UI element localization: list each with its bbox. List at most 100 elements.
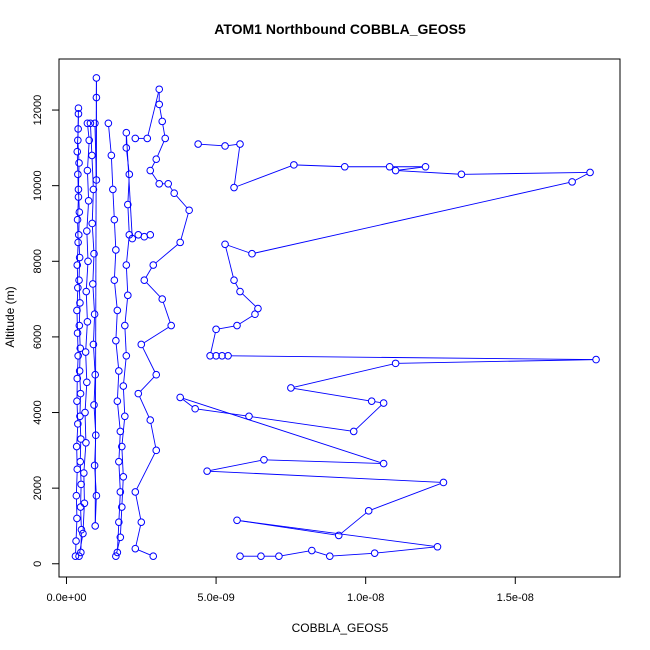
series-segment	[201, 143, 222, 147]
series-2	[104, 119, 155, 561]
data-point	[109, 185, 117, 194]
series-segment	[120, 510, 123, 535]
data-point	[115, 457, 123, 466]
data-point	[80, 499, 89, 508]
y-axis: 0 2000 4000 6000 8000 10000 12000	[32, 95, 60, 567]
series-segment	[85, 355, 88, 379]
data-point	[73, 374, 82, 383]
data-point	[125, 170, 134, 179]
data-point	[185, 206, 193, 215]
series-segment	[574, 173, 588, 181]
series-segment	[155, 244, 178, 264]
data-point	[433, 542, 442, 551]
series-segment	[92, 257, 95, 281]
series-segment	[242, 293, 256, 307]
data-point	[391, 359, 400, 368]
series-segment	[219, 325, 234, 330]
data-point	[143, 134, 152, 143]
data-point	[74, 104, 83, 112]
data-point	[364, 507, 373, 515]
data-point	[84, 257, 92, 266]
data-point	[77, 525, 86, 534]
data-point	[140, 276, 149, 284]
data-point	[592, 355, 600, 364]
data-point	[91, 119, 99, 128]
series-segment	[180, 213, 189, 240]
series-segment	[267, 459, 381, 464]
data-point	[73, 215, 82, 224]
data-point	[164, 179, 173, 188]
data-point	[176, 393, 184, 402]
data-point	[76, 299, 84, 307]
series-segment	[115, 313, 118, 338]
series-segment	[114, 253, 117, 277]
data-point	[230, 183, 238, 192]
series-segment	[138, 549, 151, 556]
data-point	[113, 306, 122, 315]
data-point	[90, 310, 99, 319]
y-axis-label: Altitude (m)	[3, 286, 17, 347]
x-tick-label: 1.0e-08	[347, 592, 384, 604]
data-point	[155, 85, 164, 94]
data-point	[224, 352, 232, 360]
series-segment	[398, 359, 593, 364]
series-segment	[78, 283, 81, 300]
series-segment	[86, 204, 89, 228]
series-1	[71, 74, 101, 561]
data-point	[77, 548, 85, 557]
series-segment	[93, 347, 96, 372]
data-point	[116, 533, 125, 542]
data-point	[385, 162, 394, 171]
data-point	[379, 399, 388, 407]
data-point	[73, 397, 81, 405]
series-segment	[398, 170, 459, 175]
series-segment	[240, 520, 435, 547]
data-point	[334, 531, 343, 540]
data-point	[74, 185, 83, 194]
series-segment	[464, 172, 587, 175]
data-point	[82, 287, 91, 296]
data-point	[170, 189, 178, 198]
data-point	[131, 134, 140, 143]
data-point	[457, 170, 466, 179]
x-axis-label: COBBLA_GEOS5	[292, 621, 389, 635]
series-segment	[75, 521, 78, 538]
series-segment	[93, 317, 95, 342]
data-point	[73, 147, 82, 156]
data-point	[92, 176, 101, 184]
data-point	[82, 438, 90, 447]
data-point	[251, 310, 259, 319]
data-point	[112, 246, 120, 254]
data-point	[367, 397, 376, 405]
data-point	[203, 467, 211, 475]
data-point	[379, 459, 388, 468]
data-point	[236, 287, 244, 296]
y-tick-label: 12000	[32, 95, 44, 126]
data-point	[116, 488, 125, 496]
series-segment	[91, 192, 94, 221]
series-segment	[157, 141, 165, 157]
x-axis: 0.0e+00 5.0e-09 1.0e-08 1.5e-08	[46, 576, 534, 604]
data-point	[91, 522, 100, 530]
data-point	[118, 503, 126, 511]
data-point	[86, 119, 95, 128]
data-point	[137, 340, 146, 349]
series-segment	[333, 552, 372, 557]
data-point	[75, 159, 83, 167]
data-point	[73, 514, 81, 523]
series-segment	[118, 434, 121, 459]
data-point	[308, 546, 316, 555]
series-segment	[85, 264, 89, 289]
series-segment	[76, 245, 79, 262]
data-point	[72, 491, 81, 500]
data-point	[74, 283, 82, 292]
series-segment	[78, 192, 80, 209]
data-point	[80, 469, 88, 477]
data-point	[122, 352, 131, 360]
series-segment	[210, 332, 216, 353]
series-segment	[126, 238, 130, 262]
series-segment	[86, 234, 89, 259]
data-point	[90, 249, 98, 258]
data-point	[113, 548, 122, 557]
series-segment	[85, 325, 88, 349]
